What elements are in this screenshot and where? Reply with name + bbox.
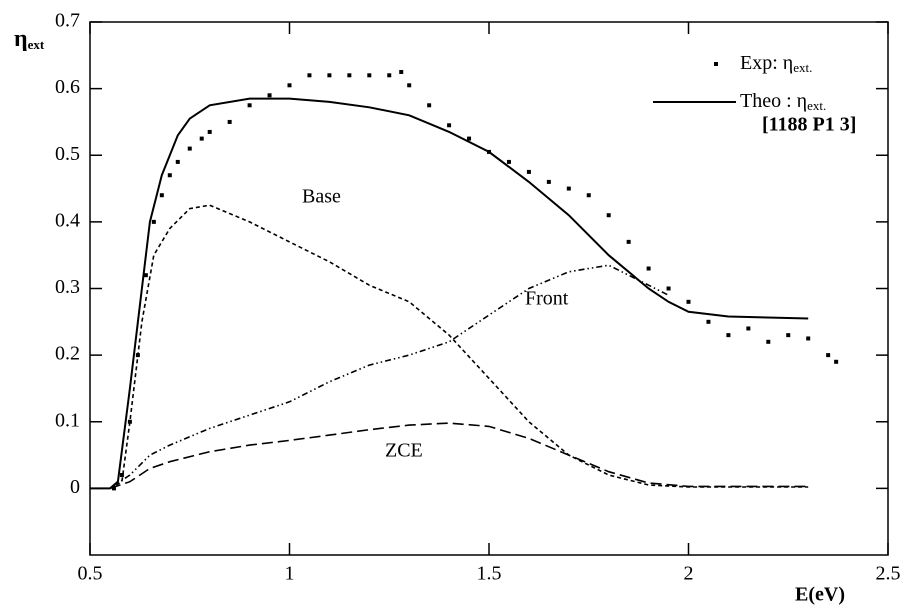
y-tick-label: 0.2 (55, 343, 80, 365)
data-point (287, 83, 292, 88)
series-line (109, 264, 669, 490)
data-point (347, 73, 352, 78)
data-point (267, 93, 272, 98)
x-axis-label: E(eV) (795, 584, 845, 606)
y-tick-label: 0.1 (55, 409, 80, 431)
annotation-zce: ZCE (385, 440, 423, 462)
data-point (566, 186, 571, 191)
y-axis-label-main: η (14, 26, 28, 52)
series (109, 422, 809, 490)
data-point (586, 193, 591, 198)
data-point (467, 136, 472, 141)
data-point (526, 169, 531, 174)
series-line (109, 204, 809, 490)
data-point (167, 173, 172, 178)
x-tick-label: 1.5 (477, 563, 502, 585)
legend-name: Theo : η (740, 90, 807, 112)
y-axis-label-sub: ext (28, 37, 45, 52)
data-point (143, 273, 148, 278)
data-point (207, 129, 212, 134)
data-point (834, 359, 839, 364)
data-point (387, 73, 392, 78)
series (111, 69, 839, 491)
data-point (786, 333, 791, 338)
data-point (175, 159, 180, 164)
legend-name: Exp: η (740, 52, 793, 74)
data-point (606, 213, 611, 218)
data-point (826, 353, 831, 358)
data-point (506, 159, 511, 164)
data-point (399, 69, 404, 74)
data-point (127, 419, 132, 424)
x-tick-label: 2 (684, 563, 694, 585)
data-point (111, 486, 116, 491)
data-point (686, 299, 691, 304)
data-point (646, 266, 651, 271)
y-axis-label: ηext (14, 26, 45, 52)
data-point (447, 123, 452, 128)
data-point (119, 473, 124, 478)
legend-name-sub: ext. (793, 60, 812, 75)
series-line (90, 97, 809, 490)
data-point (151, 219, 156, 224)
y-tick-label: 0.6 (55, 76, 80, 98)
data-point (227, 119, 232, 124)
series-line (109, 422, 809, 490)
legend-name-sub: ext. (807, 98, 826, 113)
data-point (806, 336, 811, 341)
data-point (706, 319, 711, 324)
x-tick-label: 0.5 (78, 563, 103, 585)
series (90, 97, 809, 490)
series (109, 204, 809, 490)
y-tick-label: 0.4 (55, 209, 80, 231)
data-point (666, 286, 671, 291)
legend-note: [1188 P1 3] (762, 114, 856, 136)
legend-entry: Exp: ηext. (740, 52, 812, 75)
data-point (187, 146, 192, 151)
data-point (766, 339, 771, 344)
data-point (327, 73, 332, 78)
legend-entry: Theo : ηext. (740, 90, 826, 113)
data-point (407, 83, 412, 88)
data-point (726, 333, 731, 338)
data-point (247, 103, 252, 108)
series (109, 264, 669, 490)
x-tick-label: 1 (285, 563, 295, 585)
data-point (307, 73, 312, 78)
y-tick-label: 0.5 (55, 143, 80, 165)
data-point (546, 179, 551, 184)
data-point (159, 193, 164, 198)
data-point (367, 73, 372, 78)
y-tick-label: 0 (70, 476, 80, 498)
data-point (199, 136, 204, 141)
y-tick-label: 0.7 (55, 10, 80, 32)
annotation-base: Base (302, 186, 341, 208)
legend-marker (714, 62, 718, 66)
y-tick-label: 0.3 (55, 276, 80, 298)
data-point (626, 239, 631, 244)
data-point (427, 103, 432, 108)
data-point (746, 326, 751, 331)
x-tick-label: 2.5 (876, 563, 901, 585)
annotation-front: Front (525, 288, 569, 310)
